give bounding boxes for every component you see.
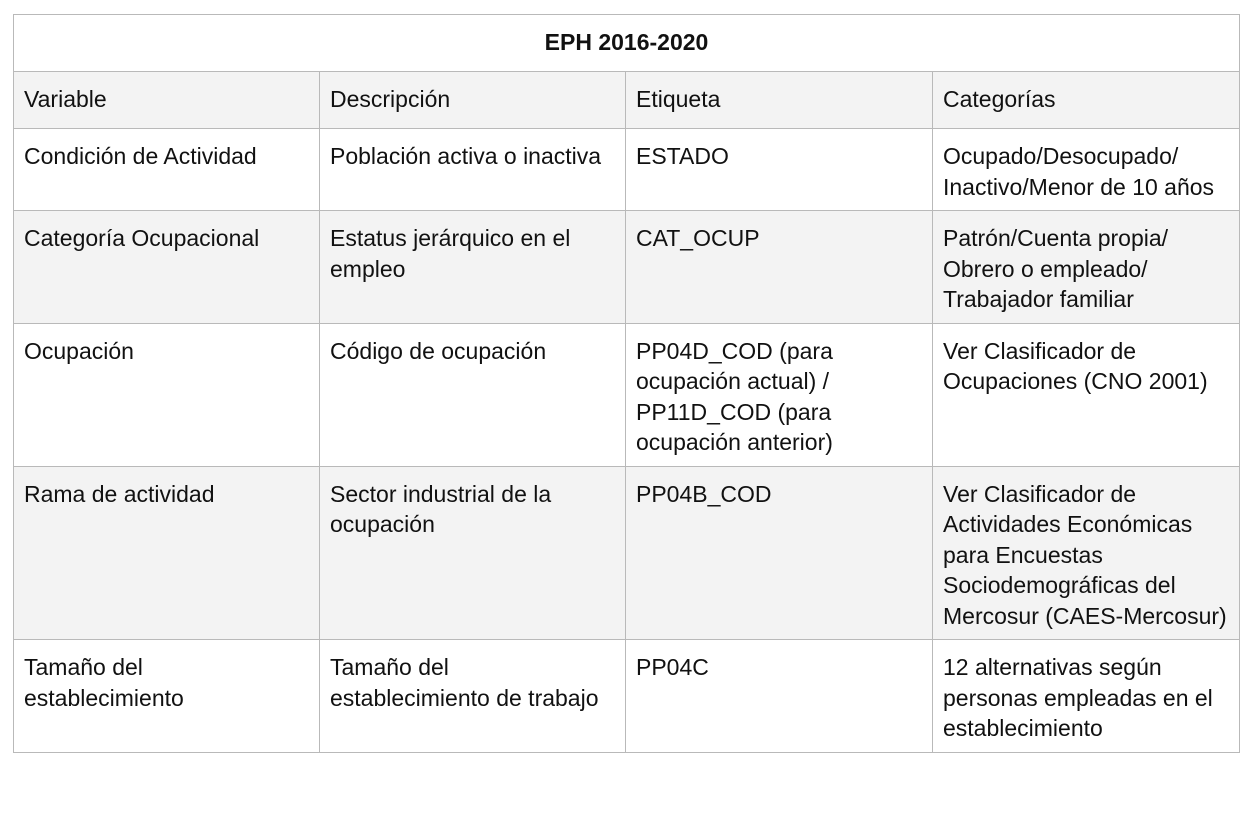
cell-descripcion: Tamaño del establecimiento de trabajo: [319, 639, 626, 753]
table-row: Condición de Actividad Población activa …: [13, 128, 1240, 211]
table-row: Categoría Ocupacional Estatus jerárquico…: [13, 210, 1240, 324]
table-row: Ocupación Código de ocupación PP04D_COD …: [13, 322, 1240, 467]
table-row: Tamaño del establecimiento Tamaño del es…: [13, 639, 1240, 753]
cell-etiqueta: PP04C: [625, 639, 933, 753]
cell-descripcion: Sector industrial de la ocupación: [319, 465, 626, 640]
cell-descripcion: Población activa o inactiva: [319, 128, 626, 211]
table-row: Rama de actividad Sector industrial de l…: [13, 465, 1240, 640]
cell-variable: Categoría Ocupacional: [13, 210, 320, 324]
cell-descripcion: Estatus jerárquico en el empleo: [319, 210, 626, 324]
cell-etiqueta: CAT_OCUP: [625, 210, 933, 324]
header-etiqueta: Etiqueta: [625, 71, 933, 129]
cell-categorias: Patrón/Cuenta propia/ Obrero o empleado/…: [932, 210, 1240, 324]
header-categorias: Categorías: [932, 71, 1240, 129]
cell-variable: Tamaño del establecimiento: [13, 639, 320, 753]
cell-categorias: Ver Clasificador de Actividades Económic…: [932, 465, 1240, 640]
header-variable: Variable: [13, 71, 320, 129]
eph-variables-table: EPH 2016-2020 Variable Descripción Etiqu…: [13, 14, 1240, 753]
cell-descripcion: Código de ocupación: [319, 322, 626, 467]
cell-etiqueta: PP04B_COD: [625, 465, 933, 640]
cell-variable: Ocupación: [13, 322, 320, 467]
table-title: EPH 2016-2020: [13, 14, 1240, 72]
cell-categorias: 12 alternativas según personas empleadas…: [932, 639, 1240, 753]
cell-etiqueta: ESTADO: [625, 128, 933, 211]
cell-categorias: Ocupado/Desocupado/ Inactivo/Menor de 10…: [932, 128, 1240, 211]
eph-table-container: EPH 2016-2020 Variable Descripción Etiqu…: [13, 14, 1240, 753]
cell-variable: Condición de Actividad: [13, 128, 320, 211]
cell-etiqueta: PP04D_COD (para ocupación actual) / PP11…: [625, 322, 933, 467]
cell-variable: Rama de actividad: [13, 465, 320, 640]
header-descripcion: Descripción: [319, 71, 626, 129]
table-title-row: EPH 2016-2020: [13, 14, 1240, 72]
table-header-row: Variable Descripción Etiqueta Categorías: [13, 71, 1240, 129]
cell-categorias: Ver Clasificador de Ocupaciones (CNO 200…: [932, 322, 1240, 467]
